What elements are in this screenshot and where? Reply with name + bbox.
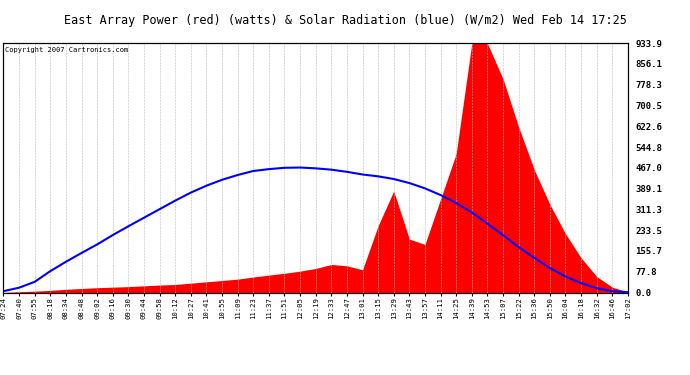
Text: Copyright 2007 Cartronics.com: Copyright 2007 Cartronics.com bbox=[6, 47, 128, 53]
Text: East Array Power (red) (watts) & Solar Radiation (blue) (W/m2) Wed Feb 14 17:25: East Array Power (red) (watts) & Solar R… bbox=[63, 14, 627, 27]
